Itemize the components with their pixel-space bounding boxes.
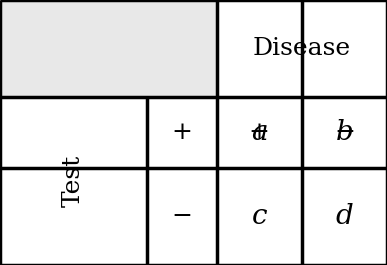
Text: +: + — [249, 121, 270, 144]
Text: c: c — [252, 203, 267, 230]
Text: Test: Test — [62, 155, 85, 207]
Text: b: b — [336, 119, 353, 146]
Text: +: + — [171, 121, 192, 144]
Text: d: d — [336, 203, 353, 230]
Bar — [0, 0, 217, 97]
Text: Disease: Disease — [253, 37, 351, 60]
Text: −: − — [334, 121, 355, 144]
Text: −: − — [171, 205, 192, 228]
Text: a: a — [251, 119, 267, 146]
